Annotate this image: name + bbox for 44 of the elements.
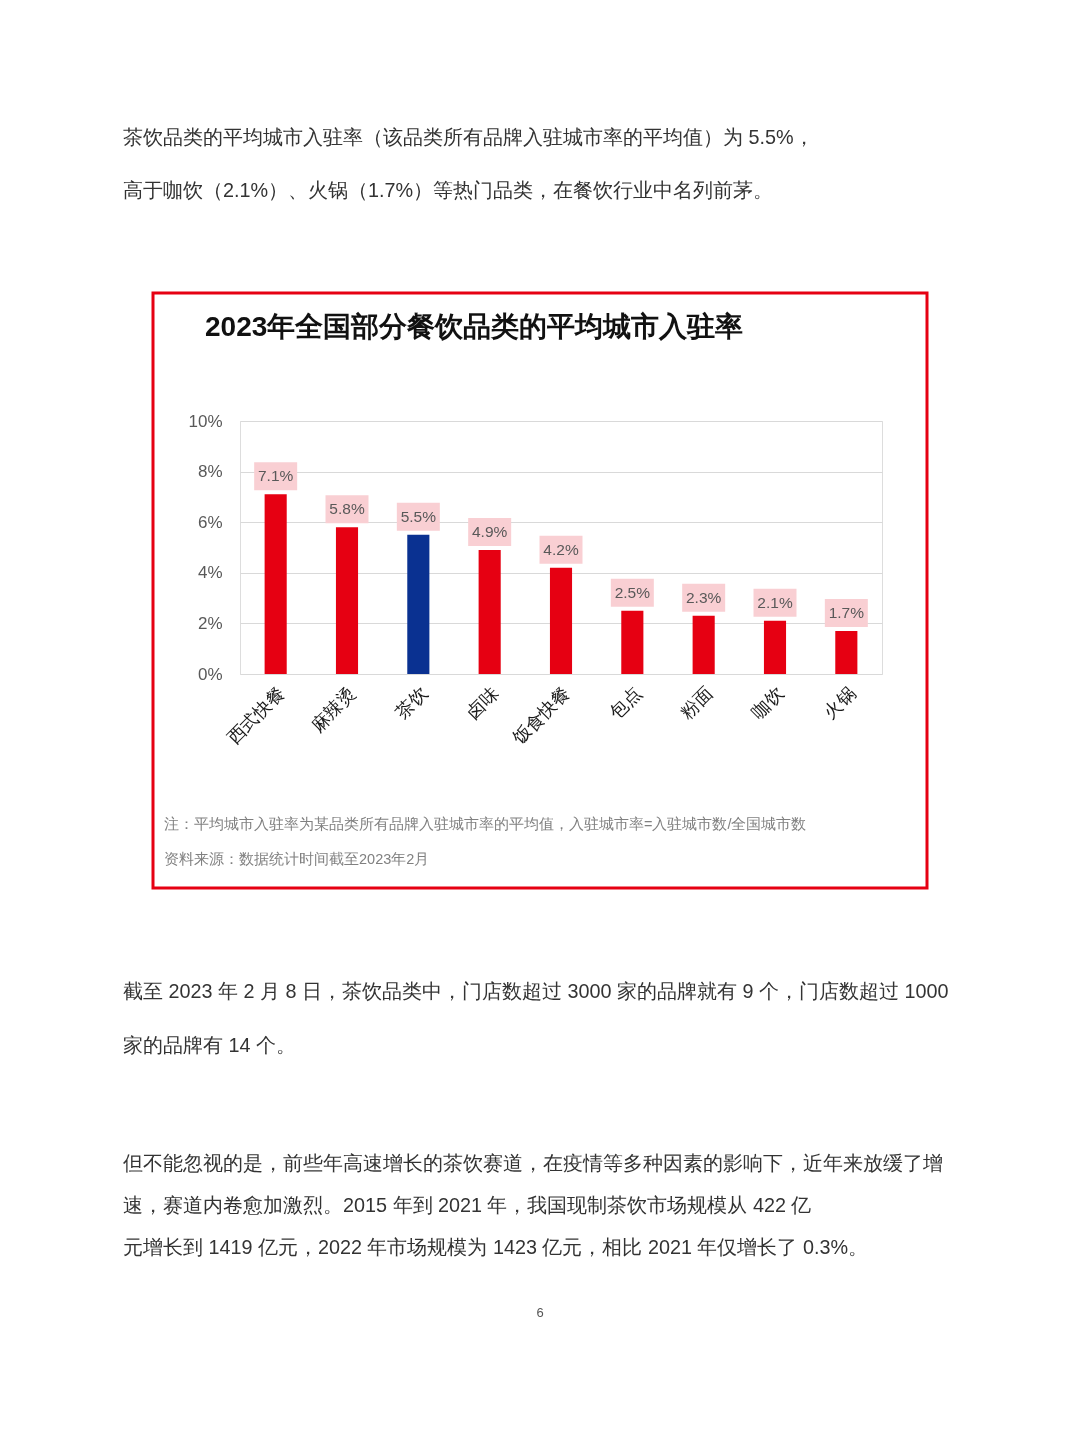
text: 资料来源：数据统计时间截至2023年2月: [164, 851, 430, 867]
data-label: 2.5%: [614, 583, 651, 601]
data-label: 7.1%: [257, 467, 294, 485]
bar: [835, 630, 858, 674]
bar: [763, 620, 787, 674]
chart-title: 2023年全国部分餐饮品类的平均城市入驻率: [205, 311, 744, 342]
text: 家的品牌有 14 个。: [123, 1034, 296, 1056]
data-label: 5.5%: [400, 507, 437, 525]
y-tick-label: 10%: [188, 411, 223, 431]
x-tick-label: 咖饮: [748, 683, 788, 723]
x-tick-label: 西式快餐: [223, 683, 289, 749]
y-tick-label: 4%: [197, 563, 223, 583]
y-tick-label: 0%: [197, 664, 223, 684]
bar: [407, 534, 430, 674]
x-tick-label: 麻辣烫: [307, 683, 360, 736]
x-tick-label: 饭食快餐: [507, 683, 574, 749]
data-label: 5.8%: [329, 500, 365, 518]
text: 但不能忽视的是，前些年高速增长的茶饮赛道，在疫情等多种因素的影响下，近年来放缓了增: [123, 1152, 943, 1174]
x-tick-label: 茶饮: [391, 683, 432, 723]
y-tick-label: 8%: [197, 462, 223, 482]
text: 元增长到 1419 亿元，2022 年市场规模为 1423 亿元，相比 2021 年仅增长了 0.3%。: [123, 1236, 869, 1258]
text: 注：平均城市入驻率为某品类所有品牌入驻城市率的平均值，入驻城市率=入驻城市数/全国城市数: [164, 816, 807, 832]
text: 茶饮品类的平均城市入驻率（该品类所有品牌入驻城市率的平均值）为 5.5%，: [123, 126, 814, 148]
bar: [335, 527, 359, 674]
bar: [549, 567, 573, 674]
x-tick-label: 粉面: [676, 683, 717, 723]
data-label: 1.7%: [828, 603, 865, 621]
bar: [264, 494, 287, 674]
text: 速，赛道内卷愈加激烈。2015 年到 2021 年，我国现制茶饮市场规模从 422 亿: [123, 1194, 812, 1216]
text: 高于咖饮（2.1%）、火锅（1.7%）等热门品类，在餐饮行业中名列前茅。: [123, 179, 774, 201]
data-label: 2.1%: [757, 593, 793, 611]
x-tick-label: 包点: [605, 683, 646, 723]
data-label: 4.9%: [471, 523, 508, 541]
y-tick-label: 6%: [197, 512, 223, 532]
y-tick-label: 2%: [197, 613, 223, 633]
data-label: 4.2%: [543, 540, 579, 558]
text: 截至 2023 年 2 月 8 日，茶饮品类中，门店数超过 3000 家的品牌就有 9 个，门店数超过 1000: [123, 980, 949, 1002]
bar: [478, 550, 501, 674]
bar: [692, 615, 715, 674]
x-tick-label: 火锅: [819, 683, 860, 723]
data-label: 2.3%: [685, 588, 722, 606]
text: 6: [536, 1305, 544, 1320]
x-tick-label: 卤味: [462, 683, 503, 723]
bar: [621, 610, 644, 674]
